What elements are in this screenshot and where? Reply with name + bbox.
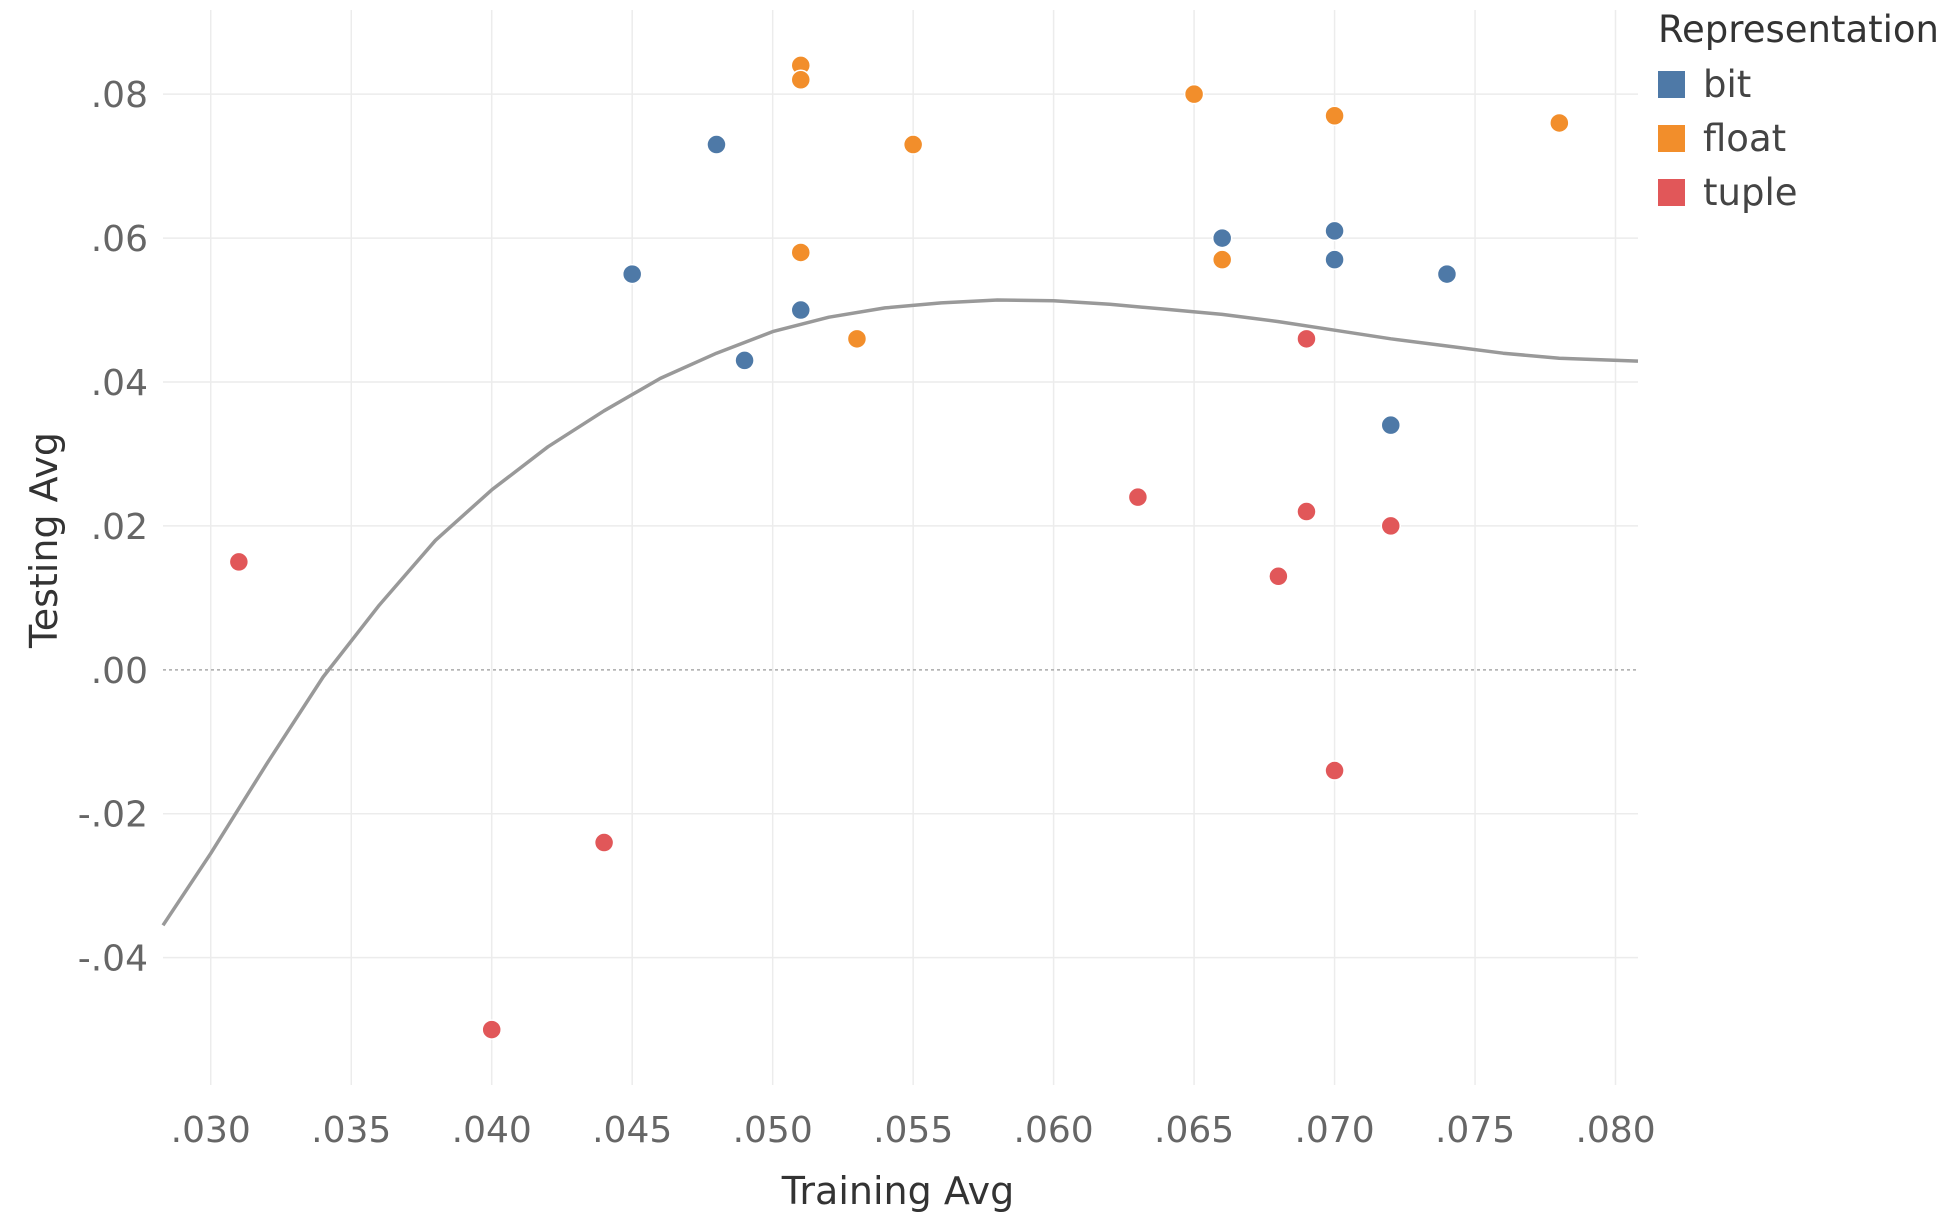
trend-line (161, 298, 1639, 927)
data-point-bit (790, 299, 812, 321)
x-axis-title: Training Avg (781, 1169, 1014, 1213)
legend-title: Representation (1658, 8, 1936, 51)
data-point-tuple (1324, 760, 1345, 781)
data-point-float (1211, 249, 1233, 270)
legend-swatch-tuple (1658, 178, 1685, 206)
data-point-bit (734, 350, 755, 371)
data-point-float (1324, 105, 1345, 127)
x-tick-label: .045 (592, 1110, 672, 1151)
y-tick-label: .02 (91, 507, 148, 548)
trend-line-group (161, 298, 1639, 927)
y-axis-ticks: .08 .06 .04 .02 .00 -.02 -.04 (78, 75, 148, 979)
legend-swatch-bit (1658, 70, 1685, 98)
y-tick-label: .04 (91, 363, 148, 404)
data-points (228, 55, 1570, 1040)
x-tick-label: .075 (1435, 1110, 1515, 1151)
data-point-tuple (1296, 501, 1317, 522)
x-tick-label: .040 (452, 1110, 532, 1151)
data-point-bit (1211, 227, 1233, 249)
legend-item-bit[interactable]: bit (1658, 57, 1936, 111)
data-point-tuple (593, 832, 615, 853)
y-tick-label: -.04 (78, 939, 148, 980)
y-tick-label: -.02 (78, 795, 148, 836)
data-point-tuple (228, 551, 250, 573)
data-point-bit (621, 263, 643, 285)
x-tick-label: .050 (733, 1110, 813, 1151)
data-point-bit (1324, 220, 1345, 242)
x-tick-label: .030 (171, 1110, 251, 1151)
data-point-bit (1436, 263, 1458, 285)
data-point-float (846, 328, 868, 350)
legend-item-float[interactable]: float (1658, 111, 1936, 165)
legend-label-float: float (1703, 116, 1787, 160)
data-point-tuple (1296, 328, 1317, 350)
data-point-float (1183, 83, 1205, 105)
x-axis-ticks: .030 .035 .040 .045 .050 .055 .060 .065 .070 .075… (171, 1110, 1656, 1151)
legend-swatch-float (1658, 124, 1685, 152)
data-point-bit (1380, 414, 1402, 436)
x-tick-label: .035 (311, 1110, 391, 1151)
grid-lines (163, 10, 1638, 1085)
data-point-tuple (1380, 515, 1402, 537)
data-point-tuple (1268, 566, 1289, 587)
x-tick-label: .060 (1014, 1110, 1094, 1151)
legend-item-tuple[interactable]: tuple (1658, 165, 1936, 219)
data-point-float (790, 69, 812, 91)
x-tick-label: .080 (1575, 1110, 1655, 1151)
data-point-tuple (481, 1019, 502, 1040)
data-point-float (1549, 112, 1570, 134)
x-tick-label: .070 (1294, 1110, 1374, 1151)
y-tick-label: .08 (91, 75, 148, 116)
legend-label-bit: bit (1703, 62, 1752, 106)
y-tick-label: .06 (91, 219, 148, 260)
y-tick-label: .00 (91, 651, 148, 692)
legend: Representation bit float tuple (1658, 8, 1936, 219)
data-point-tuple (1127, 486, 1149, 508)
x-tick-label: .065 (1154, 1110, 1234, 1151)
data-point-bit (706, 134, 727, 155)
data-point-float (790, 242, 812, 263)
y-axis-title: Testing Avg (22, 432, 66, 649)
x-tick-label: .055 (873, 1110, 953, 1151)
data-point-bit (1324, 249, 1345, 270)
data-point-float (902, 134, 924, 155)
legend-label-tuple: tuple (1703, 170, 1798, 214)
